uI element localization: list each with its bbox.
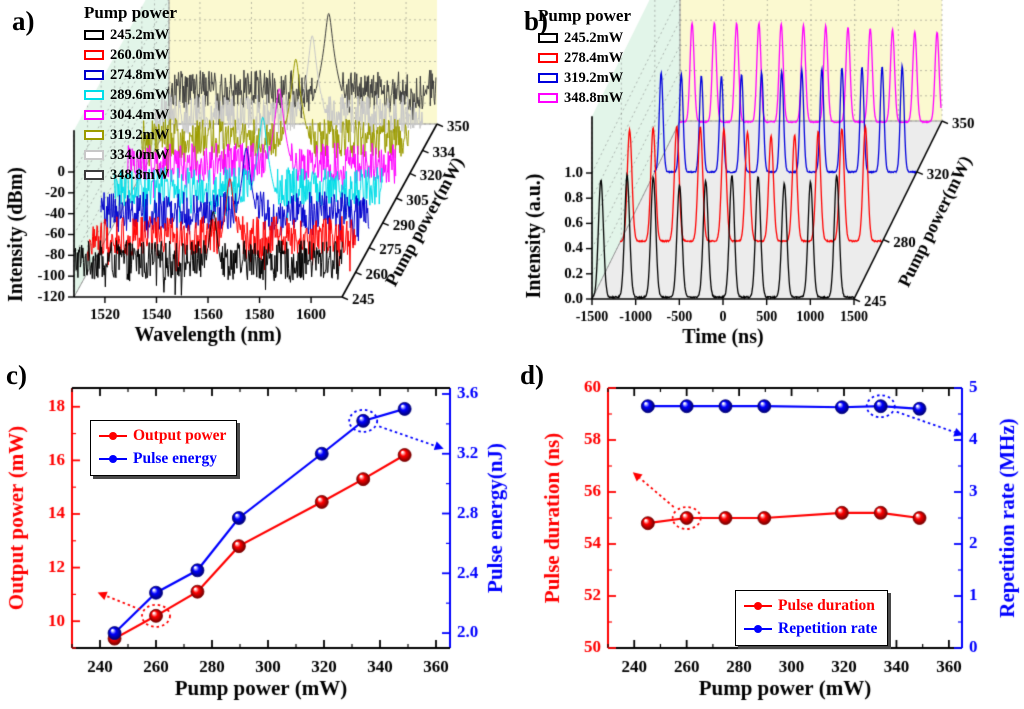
legend-label: 245.2mW [564, 29, 624, 46]
legend-item: 245.2mW [84, 25, 177, 45]
legend-item: 304.4mW [84, 105, 177, 125]
legend-label: Pulse duration [778, 596, 875, 614]
legend-marker-line-icon [99, 430, 127, 442]
legend-swatch [538, 73, 558, 83]
legend-label: 348.8mW [110, 166, 170, 183]
legend-swatch [84, 70, 104, 80]
legend-label: 260.0mW [110, 46, 170, 63]
panel-d-legend: Pulse duration Repetition rate [735, 590, 889, 646]
legend-label: 334.0mW [110, 146, 170, 163]
legend-label: 348.8mW [564, 89, 624, 106]
panel-b-letter: b) [524, 6, 549, 36]
legend-item: 245.2mW [538, 28, 631, 48]
legend-marker-line-icon [744, 600, 772, 612]
panel-a-letter: a) [12, 6, 35, 36]
legend-label: Pulse energy [133, 449, 217, 467]
legend-label: 319.2mW [564, 69, 624, 86]
legend-item: 348.8mW [84, 165, 177, 185]
legend-label: 319.2mW [110, 126, 170, 143]
legend-item: Output power [99, 424, 226, 447]
panel-b-legend: Pump power 245.2mW 278.4mW 319.2mW 348.8… [538, 6, 631, 108]
legend-marker-line-icon [99, 453, 127, 465]
legend-swatch [84, 90, 104, 100]
legend-label: Repetition rate [778, 619, 878, 637]
legend-label: Output power [133, 426, 227, 444]
legend-item: 319.2mW [538, 68, 631, 88]
legend-swatch [84, 150, 104, 160]
legend-title: Pump power [538, 6, 632, 25]
legend-item: 289.6mW [84, 85, 177, 105]
legend-label: 304.4mW [110, 106, 170, 123]
legend-item: 348.8mW [538, 88, 631, 108]
legend-swatch [538, 93, 558, 103]
legend-swatch [84, 30, 104, 40]
legend-swatch [84, 130, 104, 140]
legend-item: 278.4mW [538, 48, 631, 68]
legend-item: Pulse duration [744, 594, 877, 617]
legend-swatch [84, 110, 104, 120]
legend-label: 289.6mW [110, 86, 170, 103]
legend-swatch [84, 50, 104, 60]
legend-label: 278.4mW [564, 49, 624, 66]
legend-item: Pulse energy [99, 447, 226, 470]
legend-item: 319.2mW [84, 125, 177, 145]
panel-a-legend: Pump power 245.2mW 260.0mW 274.8mW 289.6… [84, 3, 177, 185]
legend-marker-line-icon [744, 623, 772, 635]
legend-swatch [538, 33, 558, 43]
legend-item: Repetition rate [744, 617, 877, 640]
legend-swatch [84, 170, 104, 180]
legend-title: Pump power [84, 3, 178, 22]
legend-label: 274.8mW [110, 66, 170, 83]
legend-item: 274.8mW [84, 65, 177, 85]
legend-swatch [538, 53, 558, 63]
legend-item: 260.0mW [84, 45, 177, 65]
legend-item: 334.0mW [84, 145, 177, 165]
panel-c-legend: Output power Pulse energy [90, 420, 238, 476]
panel-c-letter: c) [6, 360, 27, 390]
panel-d-letter: d) [520, 360, 545, 390]
legend-label: 245.2mW [110, 26, 170, 43]
